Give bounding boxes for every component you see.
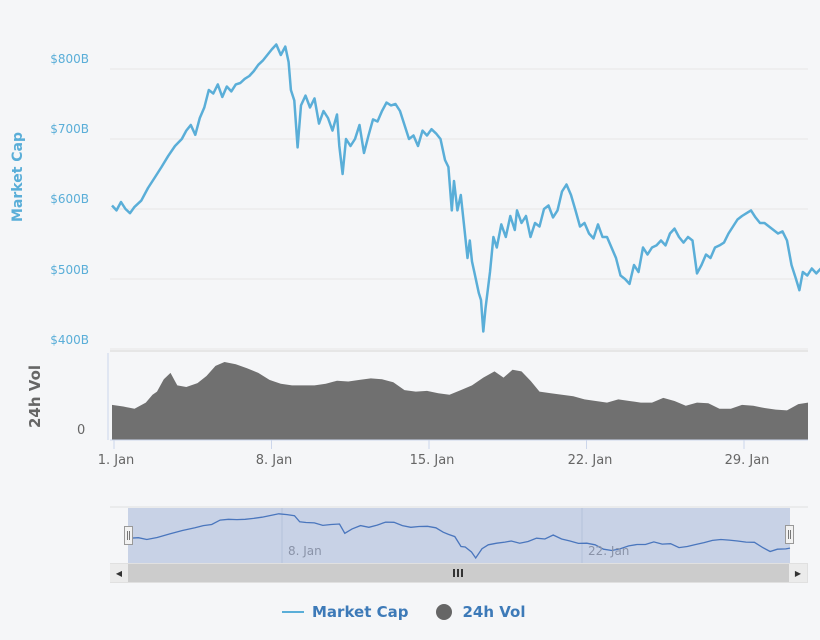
y-tick-400: $400B — [50, 333, 89, 347]
volume-axis-title: 24h Vol — [26, 364, 44, 428]
legend-label-24h-vol: 24h Vol — [462, 603, 526, 621]
navigator-label-22-jan: 22. Jan — [588, 544, 630, 558]
scrollbar-thumb[interactable] — [128, 564, 790, 582]
x-tick-8-jan: 8. Jan — [255, 453, 293, 468]
navigator-right-handle[interactable] — [785, 525, 794, 544]
y-tick-700: $700B — [50, 122, 89, 136]
gridlines — [110, 68, 808, 350]
volume-series[interactable] — [112, 362, 808, 440]
line-symbol-icon — [282, 611, 304, 613]
y-tick-800: $800B — [50, 52, 89, 66]
navigator-left-handle[interactable] — [124, 526, 133, 545]
x-tick-29-jan: 29. Jan — [724, 453, 770, 468]
y-tick-500: $500B — [50, 263, 89, 277]
x-axis-ticks — [113, 440, 745, 449]
legend-item-24h-vol[interactable]: 24h Vol — [436, 603, 525, 621]
market-cap-axis-title: Market Cap — [10, 131, 26, 222]
scroll-right-button[interactable]: ▶ — [789, 564, 807, 582]
legend-label-market-cap: Market Cap — [312, 603, 409, 621]
navigator-label-8-jan: 8. Jan — [288, 544, 322, 558]
y-tick-600: $600B — [50, 192, 89, 206]
chart-legend: Market Cap 24h Vol — [282, 603, 525, 621]
scroll-left-button[interactable]: ◀ — [110, 564, 128, 582]
navigator-series — [129, 513, 791, 560]
arrow-right-icon: ▶ — [794, 568, 802, 578]
legend-item-market-cap[interactable]: Market Cap — [282, 603, 408, 621]
x-tick-22-jan: 22. Jan — [567, 453, 613, 468]
market-cap-series[interactable] — [111, 43, 820, 333]
circle-symbol-icon — [436, 604, 453, 620]
volume-tick-zero: 0 — [77, 423, 86, 438]
x-tick-1-jan: 1. Jan — [97, 453, 135, 468]
navigator-selection[interactable] — [128, 508, 790, 563]
x-tick-15-jan: 15. Jan — [409, 453, 455, 468]
arrow-left-icon: ◀ — [115, 568, 123, 578]
scrollbar-grip-icon — [453, 569, 463, 577]
